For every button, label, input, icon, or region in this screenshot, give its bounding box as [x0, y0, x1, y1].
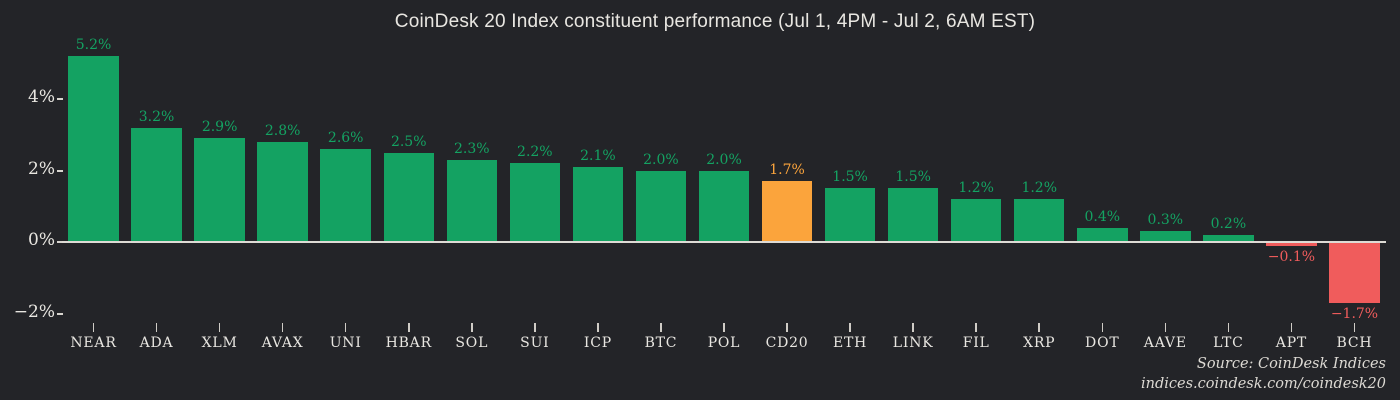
x-axis-label-eth: ETH — [833, 335, 868, 351]
source-text: Source: CoinDesk Indices — [1196, 356, 1386, 372]
bar-link — [887, 188, 939, 242]
bar-value-ada: 3.2% — [138, 108, 175, 125]
bar-value-avax: 2.8% — [264, 122, 301, 139]
x-axis-tick — [786, 323, 788, 332]
bar-fil — [950, 199, 1002, 242]
x-axis-tick — [1164, 323, 1167, 332]
x-axis-tick — [912, 323, 914, 332]
x-axis-label-xlm: XLM — [201, 335, 238, 351]
x-axis-tick — [408, 323, 410, 332]
bar-pol — [698, 170, 750, 242]
bar-near — [68, 56, 119, 242]
source-url: indices.coindesk.com/coindesk20 — [1140, 376, 1386, 392]
x-axis-tick — [155, 323, 158, 332]
bar-value-dot: 0.4% — [1084, 208, 1121, 225]
x-axis-tick — [1290, 323, 1293, 332]
x-axis-tick — [975, 323, 977, 332]
x-axis-tick — [849, 323, 851, 332]
x-axis-label-aave: AAVE — [1143, 335, 1187, 351]
x-axis-tick — [660, 323, 662, 332]
x-axis-tick — [534, 323, 536, 332]
x-axis-tick — [723, 323, 725, 332]
bar-bch — [1329, 242, 1380, 303]
y-axis-tick — [57, 98, 63, 100]
bar-ada — [131, 127, 182, 242]
x-axis-label-avax: AVAX — [261, 335, 304, 351]
x-axis-tick — [597, 323, 599, 332]
bar-sui — [509, 163, 561, 242]
bar-value-ltc: 0.2% — [1210, 215, 1247, 232]
x-axis-label-bch: BCH — [1336, 335, 1373, 351]
x-axis-label-ada: ADA — [139, 335, 174, 351]
x-axis-label-apt: APT — [1275, 335, 1308, 351]
bar-hbar — [383, 152, 434, 242]
bar-btc — [635, 170, 687, 242]
bar-sol — [446, 159, 498, 242]
x-axis-tick — [218, 323, 221, 332]
y-axis-tick — [57, 169, 63, 172]
x-axis-tick — [1038, 323, 1040, 332]
bar-dot — [1077, 227, 1128, 242]
bar-value-cd20: 1.7% — [769, 162, 805, 179]
y-axis-tick — [57, 241, 63, 243]
y-axis-label: −2% — [13, 301, 55, 322]
bar-value-fil: 1.2% — [958, 180, 994, 197]
x-axis-label-sol: SOL — [455, 335, 489, 351]
x-axis-tick — [281, 323, 284, 332]
bar-icp — [572, 166, 624, 242]
bar-value-hbar: 2.5% — [390, 133, 427, 150]
bar-value-eth: 1.5% — [832, 169, 868, 186]
bar-value-xlm: 2.9% — [201, 119, 238, 136]
bar-avax — [257, 141, 308, 242]
y-axis-tick — [57, 312, 63, 315]
bar-uni — [320, 149, 371, 242]
bar-xrp — [1014, 199, 1065, 242]
bar-value-pol: 2.0% — [706, 151, 742, 168]
bar-value-bch: −1.7% — [1330, 305, 1379, 322]
x-axis-label-fil: FIL — [962, 335, 990, 351]
x-axis-label-hbar: HBAR — [385, 335, 432, 351]
bar-value-sol: 2.3% — [454, 140, 490, 157]
y-axis-label: 4% — [28, 87, 55, 107]
bar-ltc — [1203, 234, 1254, 242]
x-axis-label-btc: BTC — [644, 335, 678, 351]
x-axis-label-link: LINK — [892, 335, 934, 351]
bar-value-apt: −0.1% — [1267, 248, 1316, 265]
bar-aave — [1140, 231, 1191, 242]
x-axis-label-xrp: XRP — [1023, 335, 1056, 351]
bar-value-icp: 2.1% — [580, 147, 616, 164]
y-axis-label: 2% — [28, 158, 55, 179]
zero-baseline — [62, 241, 1386, 243]
bar-value-link: 1.5% — [895, 169, 931, 186]
x-axis-label-pol: POL — [707, 335, 741, 351]
x-axis-label-icp: ICP — [583, 335, 612, 351]
source-attribution: Source: CoinDesk Indices indices.coindes… — [1141, 354, 1386, 394]
chart-title: CoinDesk 20 Index constituent performanc… — [394, 11, 1036, 32]
x-axis-tick — [1227, 323, 1230, 332]
y-axis-label: 0% — [28, 230, 55, 250]
x-axis-label-sui: SUI — [520, 335, 550, 351]
x-axis-tick — [471, 323, 473, 332]
x-axis-label-cd20: CD20 — [765, 335, 809, 351]
bar-value-uni: 2.6% — [327, 130, 364, 147]
x-axis-label-ltc: LTC — [1213, 335, 1244, 351]
x-axis-tick — [344, 323, 347, 332]
x-axis-tick — [1353, 323, 1356, 332]
bar-value-btc: 2.0% — [643, 151, 679, 168]
bar-value-sui: 2.2% — [517, 144, 553, 161]
bar-eth — [824, 188, 876, 242]
x-axis-label-near: NEAR — [70, 335, 117, 351]
x-axis-label-uni: UNI — [329, 335, 362, 351]
bar-value-aave: 0.3% — [1147, 212, 1184, 229]
bar-apt — [1266, 242, 1317, 246]
x-axis-tick — [1101, 323, 1104, 332]
x-axis-label-dot: DOT — [1085, 335, 1120, 351]
bar-value-near: 5.2% — [75, 37, 112, 54]
bar-value-xrp: 1.2% — [1021, 180, 1058, 197]
bar-xlm — [194, 138, 245, 242]
x-axis-tick — [92, 323, 95, 332]
bar-cd20 — [761, 181, 813, 242]
